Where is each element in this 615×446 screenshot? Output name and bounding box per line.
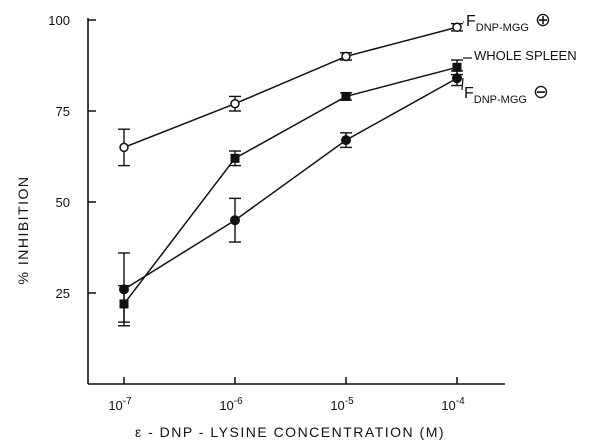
data-point: [230, 98, 240, 109]
data-point: [341, 135, 351, 146]
x-tick-label: 10-6: [219, 396, 243, 413]
series-label-leader: [461, 77, 464, 91]
x-tick-label: 10-5: [330, 396, 354, 413]
series-2: [118, 70, 463, 327]
y-tick-label: 75: [56, 104, 70, 119]
y-axis: 25 50 75 100 % INHIBITION: [15, 13, 96, 384]
series-line: [123, 66, 458, 305]
data-point: [119, 142, 129, 153]
series-1: [118, 59, 463, 323]
x-tick-label: 10-7: [108, 396, 132, 413]
series-label: FDNP-MGG ⊕: [466, 10, 551, 34]
series-layer: [118, 22, 463, 327]
data-point: [341, 91, 351, 101]
series-label: WHOLE SPLEEN: [474, 48, 577, 63]
series-line: [123, 26, 458, 149]
series-0: [118, 22, 463, 167]
x-axis: 10-7 10-6 10-5 10-4 ε - DNP - LYSINE CONCEN…: [88, 377, 505, 440]
data-point: [119, 284, 129, 295]
series-label: FDNP-MGG ⊖: [464, 82, 549, 106]
series-labels: FDNP-MGG ⊕ WHOLE SPLEEN FDNP-MGG ⊖: [461, 10, 577, 106]
y-tick-label: 50: [56, 195, 70, 210]
y-tick-label: 25: [56, 286, 70, 301]
y-tick-label: 100: [48, 13, 70, 28]
data-point: [230, 153, 240, 163]
data-point: [452, 22, 462, 33]
data-point: [452, 73, 462, 84]
x-axis-title: ε - DNP - LYSINE CONCENTRATION (M): [135, 424, 445, 440]
data-point: [341, 51, 351, 62]
data-point: [230, 215, 240, 226]
y-axis-title: % INHIBITION: [15, 175, 31, 284]
series-line: [123, 77, 458, 290]
x-tick-label: 10-4: [441, 396, 465, 413]
data-point: [452, 62, 462, 72]
